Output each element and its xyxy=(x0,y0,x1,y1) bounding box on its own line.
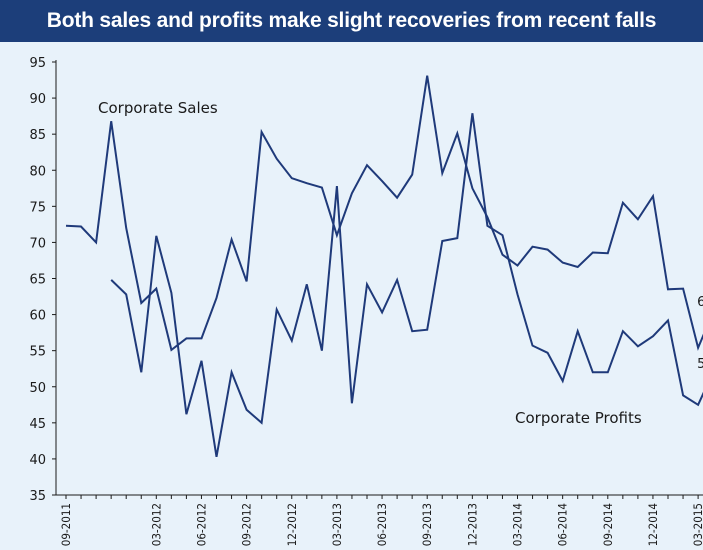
series-label-corporate-sales: Corporate Sales xyxy=(98,99,218,117)
y-tick-label: 50 xyxy=(29,381,46,396)
y-tick-label: 80 xyxy=(29,164,46,179)
y-tick-label: 95 xyxy=(29,56,46,71)
x-tick-label: 03-2015 xyxy=(691,503,703,546)
x-tick-label: 12-2012 xyxy=(285,503,299,546)
x-tick-label: 09-2014 xyxy=(601,503,615,546)
corporate-sales-line xyxy=(65,75,703,352)
y-tick-label: 45 xyxy=(29,417,46,432)
y-tick-label: 70 xyxy=(29,236,46,251)
y-tick-label: 85 xyxy=(29,128,46,143)
y-tick-label: 90 xyxy=(29,92,46,107)
x-tick-label: 09-2013 xyxy=(420,503,434,546)
x-tick-label: 03-2013 xyxy=(330,503,344,546)
x-axis: 09-2011 03-2012 06-2012 09-2012 12-2012 03-20… xyxy=(56,494,703,546)
corporate-profits-line xyxy=(110,113,703,457)
corporate-profits-end-label: 51.4 xyxy=(697,357,703,372)
x-tick-label: 12-2013 xyxy=(465,503,479,546)
y-tick-label: 40 xyxy=(29,453,46,468)
x-tick-label: 12-2014 xyxy=(646,503,660,546)
x-tick-label: 03-2014 xyxy=(511,503,525,546)
x-tick-label: 06-2012 xyxy=(194,503,208,546)
x-tick-label: 06-2014 xyxy=(556,503,570,546)
y-tick-label: 65 xyxy=(29,273,46,288)
series-lines: 61.6 51.4 xyxy=(65,75,703,457)
series-label-corporate-profits: Corporate Profits xyxy=(515,409,642,427)
x-tick-label: 06-2013 xyxy=(375,503,389,546)
x-tick-label: 03-2012 xyxy=(149,503,163,546)
y-tick-label: 35 xyxy=(29,489,46,504)
y-tick-label: 60 xyxy=(29,309,46,324)
x-tick-label: 09-2011 xyxy=(59,503,73,546)
x-tick-label: 09-2012 xyxy=(240,503,254,546)
chart-title: Both sales and profits make slight recov… xyxy=(0,0,703,42)
y-tick-label: 75 xyxy=(29,200,46,215)
y-tick-label: 55 xyxy=(29,345,46,360)
y-axis: 35 40 45 50 55 60 65 70 75 80 85 90 95 xyxy=(29,56,57,504)
corporate-sales-end-label: 61.6 xyxy=(697,295,703,310)
